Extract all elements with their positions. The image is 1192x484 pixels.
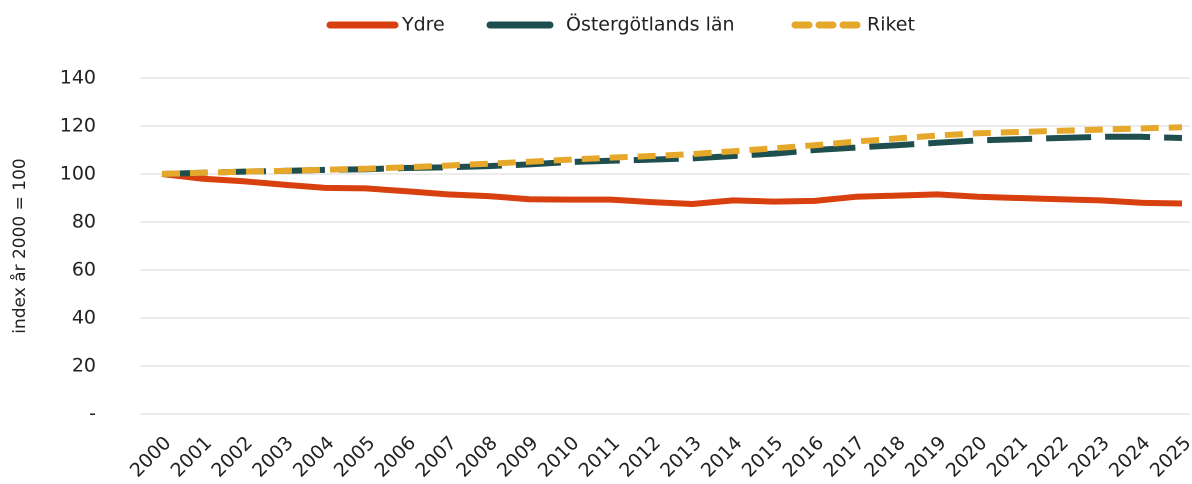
x-tick-label: 2004 xyxy=(289,432,339,482)
x-tick-label: 2018 xyxy=(860,432,910,482)
x-tick-label: 2002 xyxy=(207,432,257,482)
x-tick-label: 2021 xyxy=(982,432,1032,482)
y-tick-label: 100 xyxy=(60,163,96,185)
x-tick-label: 2008 xyxy=(452,432,502,482)
line-series xyxy=(161,171,1183,207)
x-tick-label: 2024 xyxy=(1105,432,1155,482)
x-tick-label: 2014 xyxy=(697,432,747,482)
x-tick-label: 2015 xyxy=(738,432,788,482)
y-tick-label: 140 xyxy=(60,67,96,89)
x-tick-label: 2000 xyxy=(126,432,176,482)
x-tick-label: 2025 xyxy=(1146,432,1192,482)
x-tick-label: 2020 xyxy=(942,432,992,482)
x-tick-label: 2011 xyxy=(574,432,624,482)
x-tick-label: 2005 xyxy=(330,432,380,482)
x-tick-label: 2022 xyxy=(1023,432,1073,482)
y-tick-label: 40 xyxy=(72,307,96,329)
x-tick-label: 2016 xyxy=(778,432,828,482)
line-series xyxy=(161,133,1183,177)
y-tick-label: 80 xyxy=(72,211,96,233)
x-tick-label: 2012 xyxy=(615,432,665,482)
legend-label: Riket xyxy=(867,14,915,36)
x-tick-label: 2017 xyxy=(819,432,869,482)
y-tick-label: 20 xyxy=(72,355,96,377)
x-tick-label: 2006 xyxy=(370,432,420,482)
line-series xyxy=(161,124,1183,177)
y-tick-label: 120 xyxy=(60,115,96,137)
x-tick-label: 2001 xyxy=(166,432,216,482)
y-tick-label: 60 xyxy=(72,259,96,281)
y-tick-label: - xyxy=(89,403,96,425)
x-tick-label: 2009 xyxy=(493,432,543,482)
legend-label: Ydre xyxy=(401,14,445,36)
legend-label: Östergötlands län xyxy=(566,13,735,36)
x-tick-label: 2013 xyxy=(656,432,706,482)
y-axis-label: index år 2000 = 100 xyxy=(9,158,30,334)
x-tick-label: 2007 xyxy=(411,432,461,482)
x-tick-label: 2019 xyxy=(901,432,951,482)
x-tick-label: 2003 xyxy=(248,432,298,482)
x-tick-label: 2023 xyxy=(1064,432,1114,482)
x-tick-label: 2010 xyxy=(534,432,584,482)
